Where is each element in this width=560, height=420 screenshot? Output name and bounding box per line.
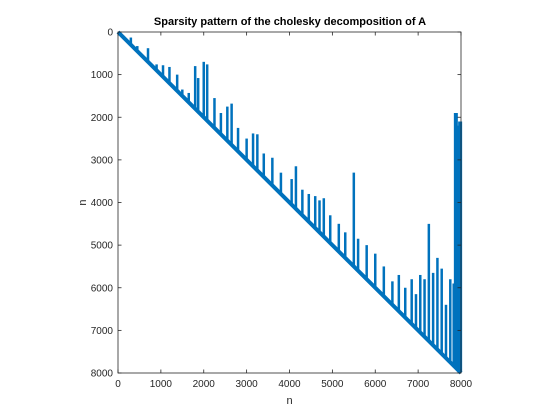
dense-edge-block <box>455 125 461 369</box>
y-tick-label: 3000 <box>91 155 114 166</box>
y-axis-label: n <box>77 199 89 205</box>
x-tick-label: 2000 <box>193 379 216 390</box>
y-tick-label: 7000 <box>91 326 114 337</box>
x-tick-label: 4000 <box>278 379 301 390</box>
y-tick-label: 0 <box>107 28 113 39</box>
y-tick-label: 1000 <box>91 70 114 81</box>
y-tick-label: 8000 <box>91 369 114 380</box>
chart-title: Sparsity pattern of the cholesky decompo… <box>154 16 426 28</box>
y-tick-label: 2000 <box>91 113 114 124</box>
x-tick-label: 8000 <box>450 379 473 390</box>
x-tick-label: 6000 <box>364 379 387 390</box>
y-tick-label: 5000 <box>91 241 114 252</box>
axis-ticks: 0 1000 2000 3000 4000 5000 6000 7000 80000100020… <box>91 28 473 391</box>
diagonal-band <box>116 30 463 375</box>
y-tick-label: 4000 <box>91 198 114 209</box>
x-tick-label: 5000 <box>321 379 344 390</box>
x-tick-label: 1000 <box>150 379 173 390</box>
x-axis-label: n <box>286 395 292 407</box>
x-tick-label: 3000 <box>236 379 259 390</box>
y-tick-label: 6000 <box>91 283 114 294</box>
x-tick-label: 0 <box>115 379 121 390</box>
sparsity-pattern <box>116 30 463 375</box>
x-tick-label: 7000 <box>407 379 430 390</box>
